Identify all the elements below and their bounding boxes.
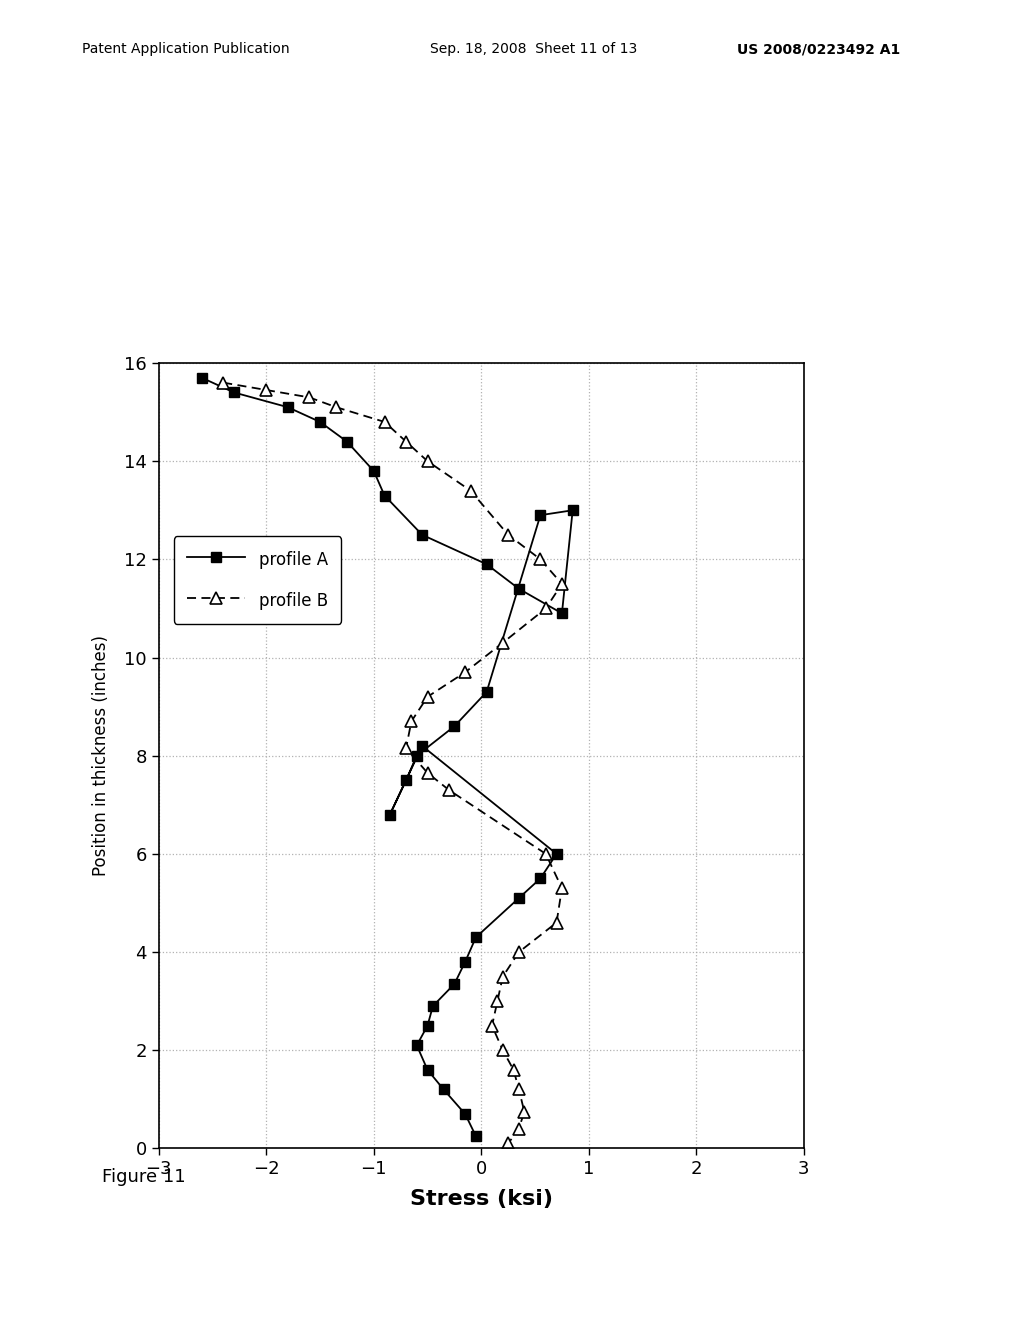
profile A [513,581,525,597]
profile A [399,772,412,788]
profile B [551,915,563,931]
X-axis label: Stress (ksi): Stress (ksi) [410,1189,553,1209]
profile B [485,1018,498,1034]
profile A [480,684,493,700]
Legend: profile A, profile B: profile A, profile B [173,536,341,623]
profile B [507,1061,519,1077]
profile B [502,1135,514,1151]
profile B [406,713,418,729]
profile B [535,552,547,568]
Text: Patent Application Publication: Patent Application Publication [82,42,290,57]
profile A [437,1081,450,1097]
profile B [497,969,509,985]
profile A [459,954,471,970]
profile B [422,453,434,469]
profile A [470,1129,482,1144]
profile B [556,880,568,896]
profile B [497,635,509,651]
profile A [411,1038,423,1053]
profile A [459,1106,471,1122]
profile B [464,483,476,499]
Line: profile A: profile A [197,372,578,1140]
profile B [442,783,455,799]
profile B [303,389,315,405]
profile A [470,929,482,945]
profile A [449,718,461,734]
Text: Sep. 18, 2008  Sheet 11 of 13: Sep. 18, 2008 Sheet 11 of 13 [430,42,637,57]
profile A [422,1018,434,1034]
profile A [449,975,461,991]
profile A [416,738,428,754]
profile B [540,846,552,862]
profile A [196,370,208,385]
profile A [427,998,439,1014]
profile A [551,846,563,862]
profile A [341,433,353,449]
Line: profile B: profile B [218,378,567,1148]
profile B [260,381,272,397]
profile A [535,507,547,523]
profile A [513,890,525,906]
profile B [518,1104,530,1119]
profile A [566,503,579,519]
profile A [282,399,294,414]
Text: Figure 11: Figure 11 [102,1168,186,1187]
profile A [313,414,326,430]
profile A [480,556,493,572]
profile B [513,944,525,960]
profile B [497,1043,509,1059]
profile A [416,527,428,543]
profile A [535,870,547,886]
profile B [330,399,342,414]
profile B [556,576,568,591]
profile B [492,993,504,1008]
profile B [422,766,434,781]
profile B [513,1121,525,1137]
profile A [378,487,390,503]
profile B [378,414,390,430]
profile B [459,664,471,680]
profile A [411,747,423,763]
profile B [399,741,412,756]
profile A [227,384,240,400]
profile B [399,433,412,449]
Y-axis label: Position in thickness (inches): Position in thickness (inches) [92,635,111,876]
Text: US 2008/0223492 A1: US 2008/0223492 A1 [737,42,900,57]
profile B [513,1081,525,1097]
profile B [217,375,229,391]
profile A [368,463,380,479]
profile B [422,689,434,705]
profile B [502,527,514,543]
profile A [556,606,568,622]
profile A [422,1061,434,1077]
profile B [540,601,552,616]
profile A [384,807,396,822]
